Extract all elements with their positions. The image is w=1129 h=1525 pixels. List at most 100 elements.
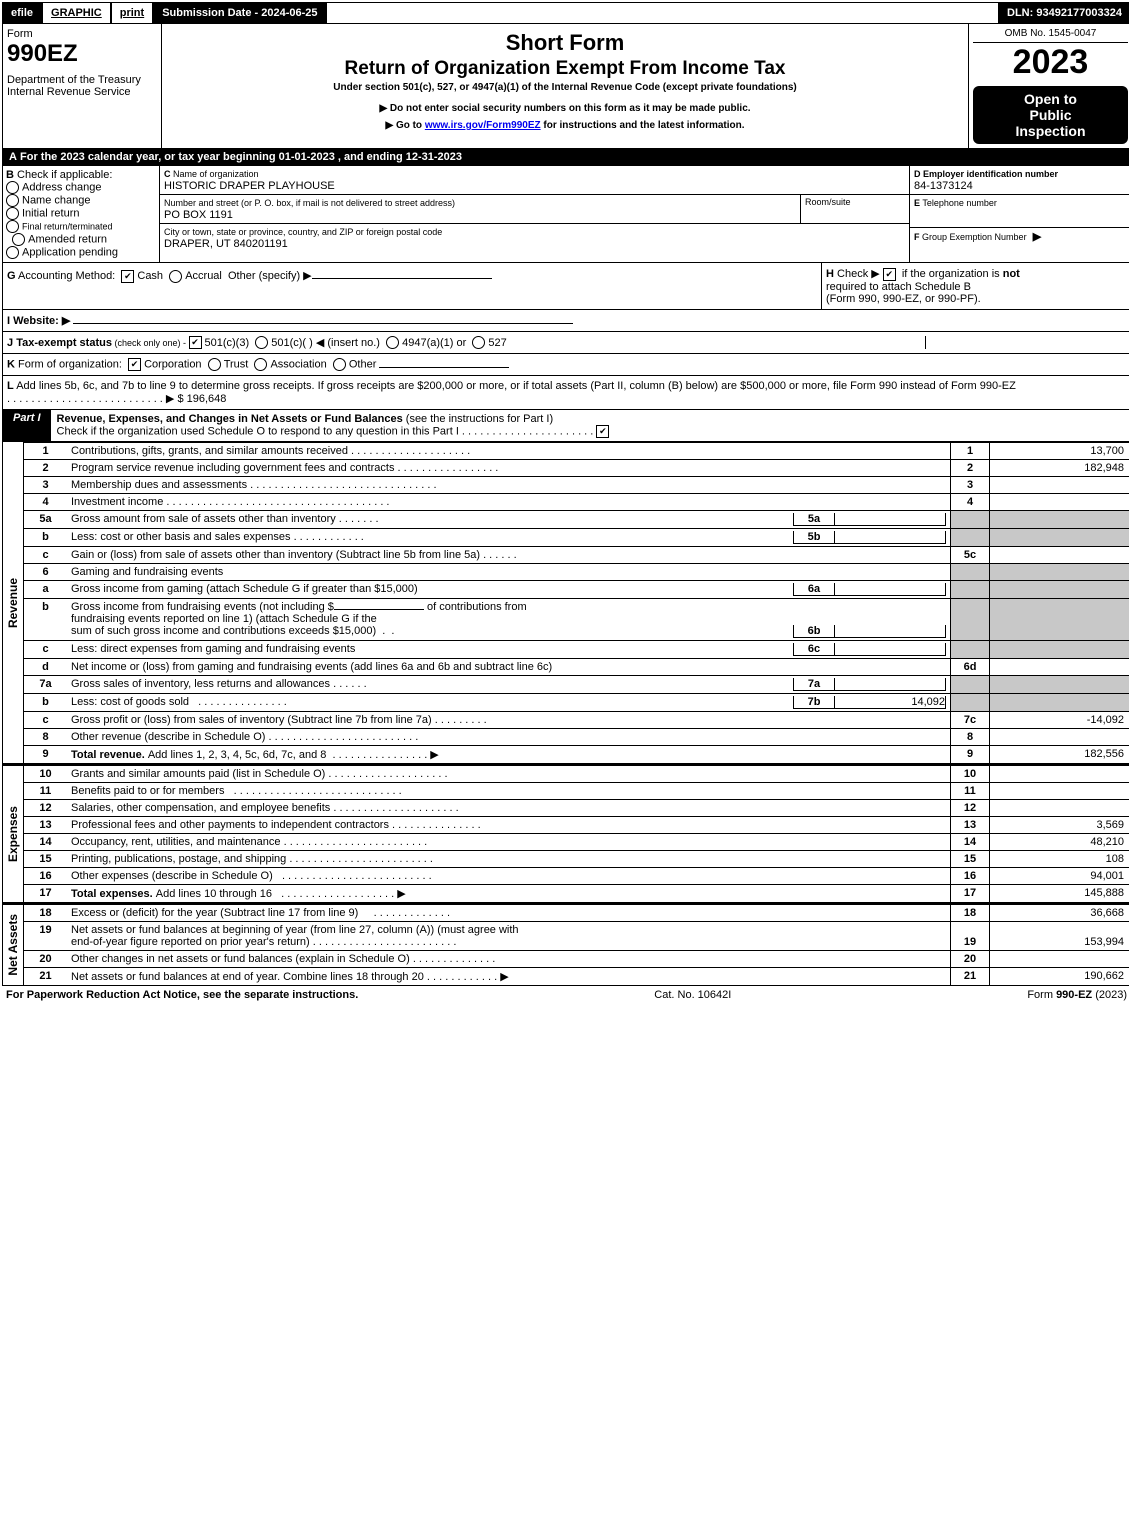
check-assoc[interactable] bbox=[254, 358, 267, 371]
check-501c3[interactable]: ✔ bbox=[189, 336, 202, 349]
l18-amt: 36,668 bbox=[990, 905, 1129, 922]
check-trust[interactable] bbox=[208, 358, 221, 371]
goto-link[interactable]: www.irs.gov/Form990EZ bbox=[425, 120, 541, 131]
check-part1-scho[interactable]: ✔ bbox=[596, 425, 609, 438]
l11-box: 11 bbox=[951, 783, 990, 800]
l6c-sb: 6c bbox=[793, 643, 835, 656]
l1-amt: 13,700 bbox=[990, 443, 1129, 460]
l18-box: 18 bbox=[951, 905, 990, 922]
gh-block: G Accounting Method: ✔Cash Accrual Other… bbox=[2, 263, 1129, 310]
l11-t: Benefits paid to or for members bbox=[71, 785, 224, 797]
l7c-box: 7c bbox=[951, 712, 990, 729]
check-initial-return[interactable] bbox=[6, 207, 19, 220]
page-footer: For Paperwork Reduction Act Notice, see … bbox=[2, 986, 1129, 1004]
l6a-n: a bbox=[24, 581, 67, 599]
check-address-change[interactable] bbox=[6, 181, 19, 194]
l5a-n: 5a bbox=[24, 511, 67, 529]
l12-amt bbox=[990, 800, 1129, 817]
l18-n: 18 bbox=[24, 905, 67, 922]
open-to-public: Open to Public Inspection bbox=[973, 86, 1128, 144]
c-city-label: City or town, state or province, country… bbox=[164, 227, 442, 237]
j-pre: Tax-exempt status bbox=[16, 337, 112, 349]
tax-year: 2023 bbox=[973, 43, 1128, 82]
i-label: Website: ▶ bbox=[13, 315, 70, 327]
graphic-link[interactable]: GRAPHIC bbox=[42, 2, 111, 24]
l21-n: 21 bbox=[24, 968, 67, 986]
na-side: Net Assets bbox=[3, 905, 24, 985]
l19-box: 19 bbox=[951, 922, 990, 951]
l8-t: Other revenue (describe in Schedule O) bbox=[71, 731, 265, 743]
line-a-text: For the 2023 calendar year, or tax year … bbox=[20, 151, 462, 163]
check-4947[interactable] bbox=[386, 336, 399, 349]
l5a-box bbox=[951, 511, 990, 529]
l5a-t: Gross amount from sale of assets other t… bbox=[71, 513, 336, 525]
opt-initial-return: Initial return bbox=[22, 207, 79, 219]
open2: Public bbox=[1029, 107, 1071, 123]
l4-amt bbox=[990, 494, 1129, 511]
l13-t: Professional fees and other payments to … bbox=[71, 819, 389, 831]
j-501c3: 501(c)(3) bbox=[205, 337, 250, 349]
l6a-t: Gross income from gaming (attach Schedul… bbox=[71, 583, 418, 595]
l17-t: Total expenses. bbox=[71, 888, 156, 900]
goto-line: ▶ Go to www.irs.gov/Form990EZ for instru… bbox=[166, 120, 964, 131]
j-blank bbox=[925, 336, 1126, 350]
g-other-line bbox=[312, 278, 492, 279]
header-left: Form 990EZ Department of the Treasury In… bbox=[3, 24, 162, 148]
check-amended[interactable] bbox=[12, 233, 25, 246]
short-form-title: Short Form bbox=[166, 30, 964, 56]
h-post: if the organization is bbox=[899, 268, 1003, 280]
k-corp: Corporation bbox=[144, 359, 201, 371]
check-final-return[interactable] bbox=[6, 220, 19, 233]
section-l: L Add lines 5b, 6c, and 7b to line 9 to … bbox=[2, 376, 1129, 410]
check-527[interactable] bbox=[472, 336, 485, 349]
goto-post: for instructions and the latest informat… bbox=[541, 120, 745, 131]
l20-n: 20 bbox=[24, 951, 67, 968]
l16-n: 16 bbox=[24, 868, 67, 885]
c-name-label: Name of organization bbox=[173, 169, 259, 179]
l2-amt: 182,948 bbox=[990, 460, 1129, 477]
print-link[interactable]: print bbox=[111, 2, 153, 24]
expenses-label: Expenses bbox=[6, 806, 20, 862]
exp-side: Expenses bbox=[3, 766, 24, 902]
l14-box: 14 bbox=[951, 834, 990, 851]
k-trust: Trust bbox=[224, 359, 249, 371]
g-other: Other (specify) ▶ bbox=[228, 270, 312, 282]
l17-n: 17 bbox=[24, 885, 67, 903]
part1-check-text: Check if the organization used Schedule … bbox=[57, 426, 459, 438]
l19-n: 19 bbox=[24, 922, 67, 951]
check-corp[interactable]: ✔ bbox=[128, 358, 141, 371]
header-right: OMB No. 1545-0047 2023 Open to Public In… bbox=[968, 24, 1129, 148]
l6c-sba bbox=[835, 643, 946, 656]
l14-amt: 48,210 bbox=[990, 834, 1129, 851]
check-cash[interactable]: ✔ bbox=[121, 270, 134, 283]
check-accrual[interactable] bbox=[169, 270, 182, 283]
website-line bbox=[73, 323, 573, 324]
section-g: G Accounting Method: ✔Cash Accrual Other… bbox=[3, 263, 821, 309]
l7a-sba bbox=[835, 678, 946, 691]
check-other[interactable] bbox=[333, 358, 346, 371]
open3: Inspection bbox=[1015, 123, 1085, 139]
l6b-blank bbox=[334, 609, 424, 610]
l6b-sb: 6b bbox=[793, 625, 835, 638]
irs-label: Internal Revenue Service bbox=[7, 86, 157, 98]
check-501c[interactable] bbox=[255, 336, 268, 349]
check-name-change[interactable] bbox=[6, 194, 19, 207]
expenses-table: 10 Grants and similar amounts paid (list… bbox=[24, 766, 1129, 902]
check-h[interactable]: ✔ bbox=[883, 268, 896, 281]
g-accrual: Accrual bbox=[185, 270, 222, 282]
l6-n: 6 bbox=[24, 564, 67, 581]
na-grid: Net Assets 18 Excess or (deficit) for th… bbox=[2, 903, 1129, 986]
j-501c: 501(c)( ) ◀ (insert no.) bbox=[271, 337, 380, 349]
l21-amt: 190,662 bbox=[990, 968, 1129, 986]
check-application-pending[interactable] bbox=[6, 246, 19, 259]
l8-box: 8 bbox=[951, 729, 990, 746]
l15-box: 15 bbox=[951, 851, 990, 868]
l13-box: 13 bbox=[951, 817, 990, 834]
l7b-sb: 7b bbox=[793, 696, 835, 709]
revenue-table: 1 Contributions, gifts, grants, and simi… bbox=[24, 442, 1129, 763]
h-rest: required to attach Schedule B bbox=[826, 281, 971, 293]
l6d-box: 6d bbox=[951, 659, 990, 676]
l12-box: 12 bbox=[951, 800, 990, 817]
l4-box: 4 bbox=[951, 494, 990, 511]
l5b-sb: 5b bbox=[793, 531, 835, 544]
